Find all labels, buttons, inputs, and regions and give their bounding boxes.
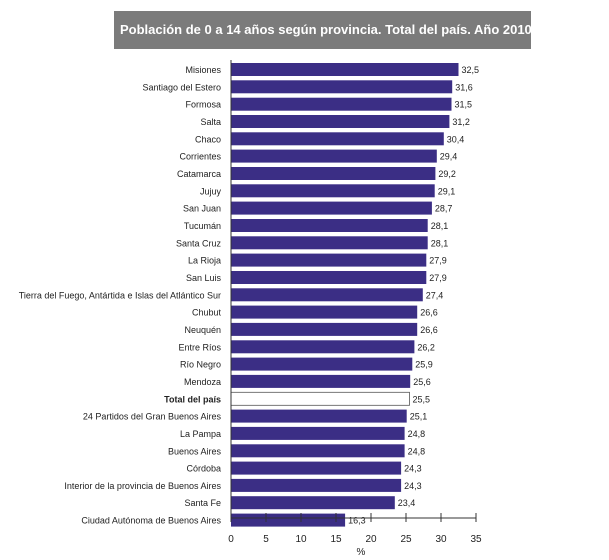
value-label: 25,1 [410,412,428,422]
bar [231,478,402,492]
value-label: 26,2 [417,342,435,352]
value-label: 32,5 [462,65,480,75]
category-label: Catamarca [177,169,221,179]
category-label: Corrientes [179,152,221,162]
category-label: Buenos Aires [168,446,222,456]
x-tick-label: 5 [263,534,269,545]
value-label: 31,2 [452,117,470,127]
value-label: 28,1 [431,238,449,248]
bar [231,201,432,215]
category-label: Río Negro [180,360,221,370]
value-label: 26,6 [420,308,438,318]
value-label: 30,4 [447,134,465,144]
bar [231,271,427,284]
bar [231,426,405,440]
bar [231,97,452,111]
bar [231,513,346,527]
bar [231,80,453,94]
bar [231,149,437,163]
value-label: 23,4 [398,498,416,508]
bar [231,115,450,128]
x-axis-label: % [357,547,366,558]
bar [231,322,418,336]
bar [230,391,410,406]
bar [231,305,418,319]
value-label: 27,4 [426,290,444,300]
value-label: 24,3 [404,481,422,491]
x-tick-label: 20 [365,534,377,545]
bar [231,340,415,354]
category-label: Santa Fe [184,498,221,508]
x-tick-label: 0 [228,534,234,545]
value-label: 24,8 [408,446,426,456]
value-label: 26,6 [420,325,438,335]
category-label: La Pampa [180,429,221,439]
x-tick-label: 25 [400,534,412,545]
category-label: San Juan [183,204,221,214]
bar [231,409,407,423]
category-label: Salta [200,117,221,127]
value-label: 16,3 [348,516,366,526]
bar [231,184,435,198]
bar [231,253,427,267]
category-label: Mendoza [184,377,221,387]
bar [231,167,436,180]
value-label: 27,9 [429,273,447,283]
category-label: Chaco [195,134,221,144]
category-label: Jujuy [200,186,222,196]
category-label: Tucumán [184,221,221,231]
chart-title: Población de 0 a 14 años según provincia… [120,22,532,37]
x-tick-label: 15 [330,534,342,545]
category-label: La Rioja [188,256,221,266]
bar [231,444,405,458]
value-label: 28,1 [431,221,449,231]
value-label: 29,4 [440,152,458,162]
category-label: Santa Cruz [176,238,222,248]
value-label: 27,9 [429,256,447,266]
category-label: Tierra del Fuego, Antártida e Islas del … [19,290,221,300]
value-label: 25,9 [415,360,433,370]
value-label: 29,2 [438,169,456,179]
x-tick-label: 30 [435,534,447,545]
category-label: Santiago del Estero [142,82,221,92]
x-tick-label: 10 [295,534,307,545]
category-label: Misiones [185,65,221,75]
bar [231,63,459,76]
category-label: Total del país [164,394,221,404]
value-label: 25,5 [413,394,431,404]
category-label: San Luis [186,273,222,283]
bar [231,132,444,146]
value-label: 31,5 [455,100,473,110]
category-label: Interior de la provincia de Buenos Aires [64,481,221,491]
category-label: Chubut [192,308,222,318]
chart-title-bar: Población de 0 a 14 años según provincia… [114,11,532,49]
bar [231,374,411,388]
bar [231,236,428,250]
value-label: 28,7 [435,204,453,214]
bar [231,357,413,371]
x-tick-label: 35 [470,534,482,545]
value-label: 29,1 [438,186,456,196]
category-label: Córdoba [186,464,221,474]
bar [231,288,423,302]
category-label: Ciudad Autónoma de Buenos Aires [81,516,221,526]
bar [231,496,395,510]
bar [231,461,402,475]
value-label: 31,6 [455,82,473,92]
value-label: 25,6 [413,377,431,387]
category-label: Neuquén [184,325,221,335]
value-label: 24,8 [408,429,426,439]
category-label: 24 Partidos del Gran Buenos Aires [83,412,222,422]
category-label: Entre Ríos [178,342,221,352]
value-label: 24,3 [404,464,422,474]
bar [231,219,428,232]
category-label: Formosa [185,100,221,110]
